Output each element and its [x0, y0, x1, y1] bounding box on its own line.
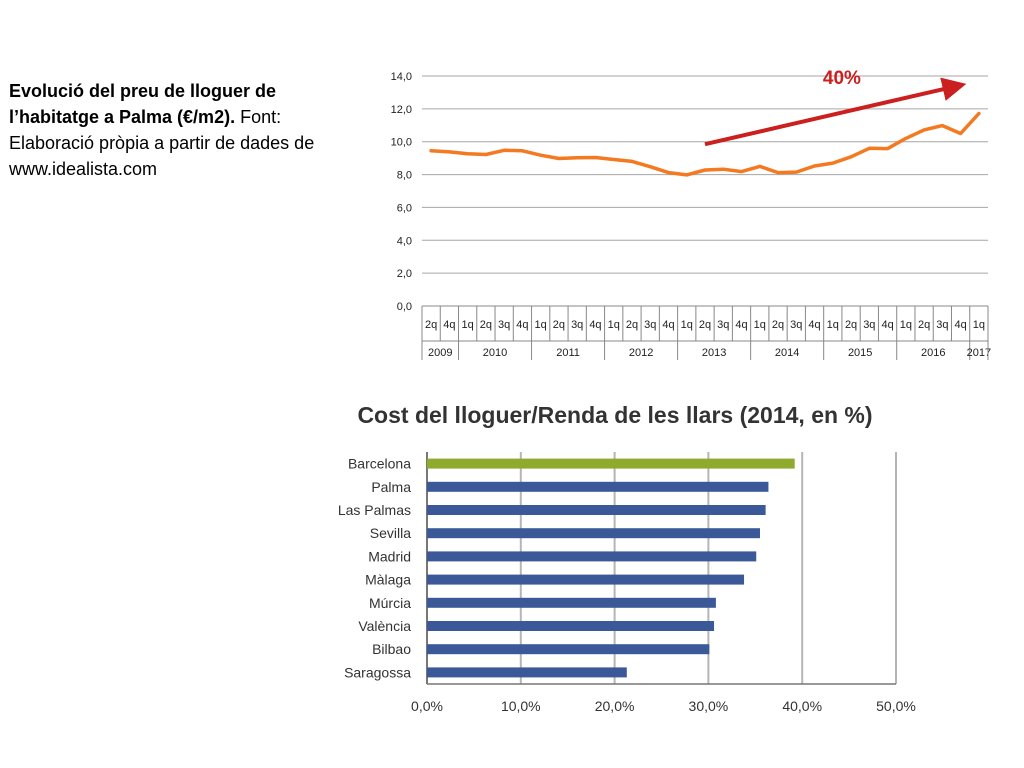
growth-label: 40%	[823, 68, 861, 89]
x-tick-label: 50,0%	[876, 698, 916, 714]
category-label: València	[358, 618, 411, 634]
quarter-label: 1q	[827, 319, 839, 331]
quarter-label: 4q	[443, 319, 455, 331]
x-tick-label: 30,0%	[689, 698, 729, 714]
y-tick-label: 12,0	[391, 104, 412, 116]
bar	[427, 597, 716, 608]
category-label: Màlaga	[365, 572, 411, 588]
year-label: 2015	[848, 347, 872, 359]
y-tick-label: 0,0	[397, 301, 412, 313]
quarter-label: 2q	[845, 319, 857, 331]
quarter-label: 1q	[608, 319, 620, 331]
bar-chart-title: Cost del lloguer/Renda de les llars (201…	[357, 402, 872, 428]
quarter-label: 1q	[535, 319, 547, 331]
category-label: Bilbao	[372, 641, 411, 657]
year-label: 2014	[775, 347, 799, 359]
y-tick-label: 10,0	[391, 137, 412, 149]
quarter-label: 2q	[425, 319, 437, 331]
quarter-label: 1q	[754, 319, 766, 331]
caption-source: Font: Elaboració pròpia a partir de dade…	[9, 107, 315, 179]
bar	[427, 667, 627, 678]
y-tick-label: 14,0	[391, 71, 412, 83]
y-tick-label: 2,0	[397, 268, 412, 280]
quarter-label: 4q	[954, 319, 966, 331]
quarter-label: 4q	[516, 319, 528, 331]
quarter-label: 3q	[571, 319, 583, 331]
bar	[427, 621, 715, 631]
x-tick-label: 20,0%	[595, 698, 635, 714]
year-label: 2011	[556, 347, 580, 359]
data-line-palma	[429, 111, 981, 177]
bar	[427, 458, 795, 469]
quarter-label: 1q	[462, 319, 474, 331]
quarter-label: 1q	[973, 319, 985, 331]
quarter-label: 4q	[735, 319, 747, 331]
quarter-label: 4q	[881, 319, 893, 331]
x-tick-label: 40,0%	[782, 698, 822, 714]
bar	[427, 528, 760, 539]
year-label: 2017	[967, 347, 991, 359]
bar	[427, 574, 745, 585]
quarter-label: 4q	[808, 319, 820, 331]
quarter-label: 4q	[589, 319, 601, 331]
year-label: 2009	[428, 347, 452, 359]
growth-arrow	[704, 77, 967, 147]
category-label: Múrcia	[369, 595, 411, 611]
category-label: Saragossa	[344, 664, 411, 680]
quarter-label: 2q	[699, 319, 711, 331]
quarter-label: 1q	[681, 319, 693, 331]
bar	[427, 481, 769, 492]
category-label: Sevilla	[370, 525, 411, 541]
year-label: 2012	[629, 347, 653, 359]
bar	[427, 551, 757, 562]
category-label: Las Palmas	[338, 502, 411, 518]
quarter-label: 2q	[480, 319, 492, 331]
bar	[427, 505, 766, 515]
quarter-label: 2q	[918, 319, 930, 331]
x-tick-label: 10,0%	[501, 698, 541, 714]
category-label: Madrid	[368, 548, 411, 564]
year-label: 2010	[483, 347, 507, 359]
quarter-label: 2q	[553, 319, 565, 331]
bar	[427, 644, 710, 655]
category-label: Barcelona	[348, 456, 411, 472]
year-label: 2013	[702, 347, 726, 359]
quarter-label: 3q	[936, 319, 948, 331]
category-label: Palma	[371, 479, 411, 495]
quarter-label: 3q	[863, 319, 875, 331]
year-label: 2016	[921, 347, 945, 359]
y-tick-label: 4,0	[397, 235, 412, 247]
quarter-label: 3q	[717, 319, 729, 331]
y-tick-label: 6,0	[397, 202, 412, 214]
caption-bold: Evolució del preu de lloguer de l’habita…	[9, 81, 277, 127]
quarter-label: 4q	[662, 319, 674, 331]
quarter-label: 3q	[644, 319, 656, 331]
quarter-label: 2q	[626, 319, 638, 331]
quarter-label: 3q	[498, 319, 510, 331]
x-tick-label: 0,0%	[411, 698, 443, 714]
y-tick-label: 8,0	[397, 170, 412, 182]
chart-caption: Evolució del preu de lloguer de l’habita…	[9, 78, 369, 182]
quarter-label: 1q	[900, 319, 912, 331]
quarter-label: 2q	[772, 319, 784, 331]
quarter-label: 3q	[790, 319, 802, 331]
